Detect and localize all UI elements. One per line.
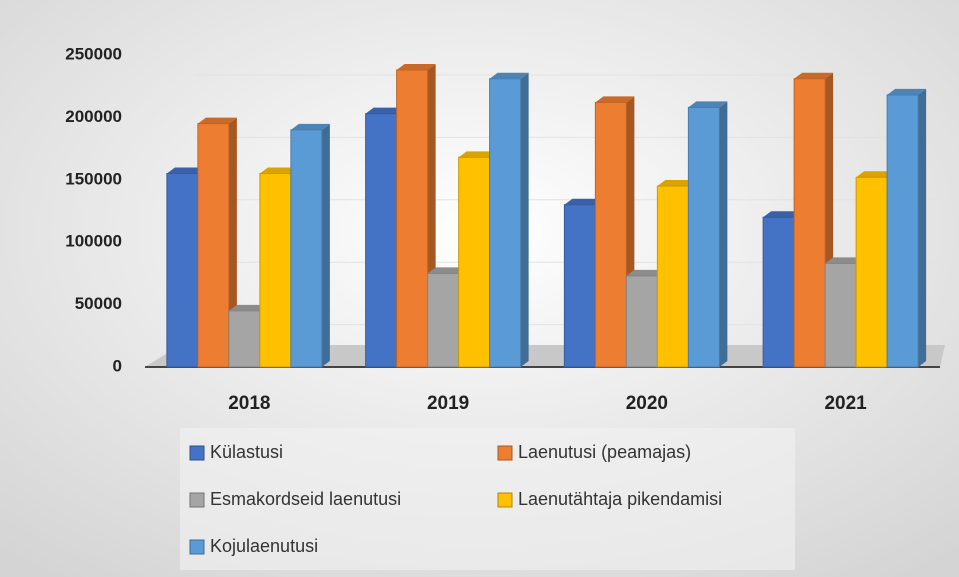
- bar-top: [887, 88, 927, 95]
- bar: [563, 204, 596, 368]
- bar: [166, 173, 199, 368]
- bar: [489, 78, 522, 368]
- bar-top: [626, 269, 666, 276]
- legend-label: Laenutusi (peamajas): [518, 442, 691, 462]
- y-tick-label: 0: [113, 356, 122, 375]
- bar: [365, 113, 398, 368]
- bar-top: [365, 107, 405, 114]
- bar: [762, 216, 795, 368]
- bar-side: [918, 88, 927, 367]
- y-tick-label: 50000: [75, 294, 122, 313]
- bar: [855, 176, 888, 368]
- bar-top: [595, 96, 635, 103]
- y-tick-label: 200000: [65, 107, 122, 126]
- bar: [427, 272, 460, 368]
- legend-swatch: [497, 445, 513, 461]
- bar: [824, 262, 857, 368]
- bar-top: [427, 267, 467, 274]
- bar-top: [794, 72, 834, 79]
- x-tick-label: 2021: [824, 393, 867, 414]
- legend-label: Külastusi: [210, 442, 283, 462]
- bar: [259, 173, 292, 368]
- legend-label: Kojulaenutusi: [210, 536, 318, 556]
- bar-top: [856, 171, 896, 178]
- legend-box: [180, 428, 795, 570]
- bar-top: [396, 63, 436, 70]
- bar: [458, 156, 491, 368]
- x-tick-label: 2020: [626, 393, 668, 414]
- floor: [145, 345, 945, 367]
- bar-top: [228, 304, 268, 311]
- bar-top: [458, 151, 498, 158]
- bar-side: [228, 117, 237, 367]
- bar: [625, 275, 658, 368]
- bar: [197, 123, 230, 368]
- bar: [656, 185, 689, 368]
- legend-swatch: [189, 492, 205, 508]
- bar-top: [688, 101, 728, 108]
- y-tick-label: 250000: [65, 44, 122, 63]
- bar-top: [259, 167, 299, 174]
- y-tick-label: 100000: [65, 232, 122, 251]
- x-tick-label: 2018: [228, 393, 270, 414]
- bar-top: [564, 198, 604, 205]
- bar: [594, 101, 627, 368]
- bar-top: [657, 180, 697, 187]
- x-tick-label: 2019: [427, 393, 469, 414]
- y-tick-label: 150000: [65, 169, 122, 188]
- bar-top: [197, 117, 237, 124]
- bar-side: [520, 72, 529, 367]
- bar-top: [489, 72, 529, 79]
- bar: [793, 78, 826, 368]
- legend-swatch: [189, 445, 205, 461]
- bar: [290, 129, 323, 368]
- bar-side: [719, 101, 728, 367]
- bar-top: [166, 167, 206, 174]
- bar: [886, 94, 919, 368]
- bar-top: [763, 211, 803, 218]
- bar-side: [321, 123, 330, 367]
- legend-swatch: [189, 539, 205, 555]
- bar: [228, 310, 261, 368]
- bar-top: [825, 257, 865, 264]
- legend-label: Laenutähtaja pikendamisi: [518, 489, 722, 509]
- legend-label: Esmakordseid laenutusi: [210, 489, 401, 509]
- bar: [396, 69, 429, 368]
- bar: [687, 106, 720, 368]
- legend-swatch: [497, 492, 513, 508]
- bar-top: [290, 123, 330, 130]
